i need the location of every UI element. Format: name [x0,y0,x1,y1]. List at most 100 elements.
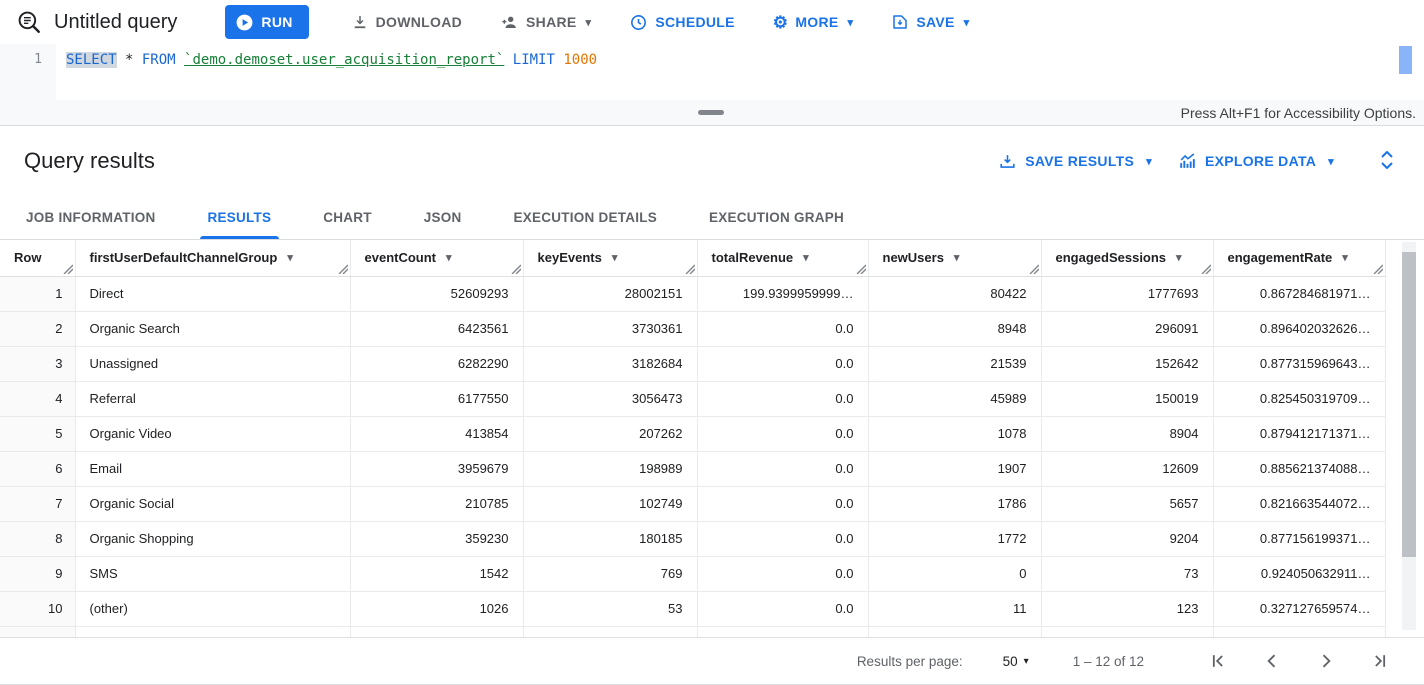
row-number-cell: 11 [0,626,76,637]
last-page-button[interactable] [1364,645,1396,677]
tab-job-information[interactable]: JOB INFORMATION [26,210,156,225]
gear-icon: ⚙ [772,12,789,32]
tab-results[interactable]: RESULTS [182,196,298,239]
save-button[interactable]: SAVE ▾ [879,5,981,39]
table-cell: 4 [1041,626,1214,637]
table-cell: 11 [868,591,1042,627]
sql-code-line[interactable]: SELECT * FROM `demo.demoset.user_acquisi… [56,44,597,100]
results-table-area: Row firstUserDefaultChannelGroup ▾ eventCou… [0,240,1424,637]
editor-results-splitter: Press Alt+F1 for Accessibility Options. [0,100,1424,126]
sql-table-reference-link[interactable]: `demo.demoset.user_acquisition_report` [184,52,505,68]
table-cell: 0.0 [697,626,869,637]
table-cell: 199.9399959999… [697,276,869,312]
table-cell: 0 [868,626,1042,637]
tab-chart[interactable]: CHART [323,210,372,225]
column-header-eventcount[interactable]: eventCount ▾ [350,240,524,277]
table-row: 7 Organic Social 210785 102749 0.0 1786 5657 0.… [0,486,1386,522]
table-row: 9 SMS 1542 769 0.0 0 73 0.924050632911… [0,556,1386,592]
column-header-label: firstUserDefaultChannelGroup [89,250,278,266]
row-number-cell: 10 [0,591,76,627]
page-size-caret-icon: ▾ [1023,655,1029,667]
column-header-firstuserdefaultchannelgroup[interactable]: firstUserDefaultChannelGroup ▾ [75,240,351,277]
table-cell: 0.0 [697,521,869,557]
table-cell: 45989 [868,381,1042,417]
tab-execution-graph[interactable]: EXECUTION GRAPH [709,210,845,225]
download-button[interactable]: DOWNLOAD [339,5,474,39]
table-row: 10 (other) 1026 53 0.0 11 123 0.327127659574… [0,591,1386,627]
query-magnifier-icon [18,11,40,33]
table-cell: 0.879412171371… [1213,416,1386,452]
save-results-button[interactable]: SAVE RESULTS ▾ [998,152,1152,171]
table-cell: 80422 [868,276,1042,312]
schedule-button[interactable]: SCHEDULE [617,5,746,39]
editor-scrollbar-thumb[interactable] [1399,46,1412,74]
last-page-icon [1375,655,1386,667]
table-vertical-scrollbar[interactable] [1402,242,1416,630]
column-resize-grip-icon[interactable] [1201,264,1211,274]
column-menu-caret-icon[interactable]: ▾ [803,252,809,265]
column-menu-caret-icon[interactable]: ▾ [287,252,293,265]
page-size-select[interactable]: 50 ▾ [1002,653,1029,669]
table-cell: 52609293 [350,276,524,312]
save-results-download-icon [1000,154,1015,168]
column-header-keyevents[interactable]: keyEvents ▾ [523,240,698,277]
run-button[interactable]: RUN [225,5,309,39]
column-menu-caret-icon[interactable]: ▾ [1342,252,1348,265]
query-results-title: Query results [24,148,155,173]
column-menu-caret-icon[interactable]: ▾ [446,252,452,265]
table-cell: (other) [75,591,351,627]
next-page-button[interactable] [1310,645,1342,677]
table-scrollbar-thumb[interactable] [1402,252,1416,557]
splitter-drag-handle[interactable] [698,110,724,115]
column-resize-grip-icon[interactable] [511,264,521,274]
table-cell: 1542 [350,556,524,592]
save-icon [893,15,908,29]
column-menu-caret-icon[interactable]: ▾ [1176,252,1182,265]
column-resize-grip-icon[interactable] [338,264,348,274]
table-cell: 0.0 [697,556,869,592]
pagination-bar: Results per page: 50 ▾ 1 – 12 of 12 [0,637,1424,685]
column-menu-caret-icon[interactable]: ▾ [611,252,618,265]
column-resize-grip-icon[interactable] [685,264,695,274]
column-header-newusers[interactable]: newUsers ▾ [868,240,1042,277]
table-cell: 0.0 [697,451,869,487]
row-number-cell: 7 [0,486,76,522]
table-cell: 3959679 [350,451,524,487]
table-cell: 21539 [868,346,1042,382]
column-resize-grip-icon[interactable] [1373,264,1383,274]
table-cell: 0.0 [697,311,869,347]
previous-page-button[interactable] [1256,645,1288,677]
table-cell: Organic Search [75,311,351,347]
column-header-engagementrate[interactable]: engagementRate ▾ [1213,240,1386,277]
sql-editor[interactable]: 1 SELECT * FROM `demo.demoset.user_acqui… [0,44,1424,100]
tab-execution-details[interactable]: EXECUTION DETAILS [513,210,658,225]
download-icon [354,16,365,29]
line-number-gutter: 1 [0,44,56,100]
column-menu-caret-icon[interactable]: ▾ [953,252,960,265]
table-cell: 1786 [868,486,1042,522]
share-button[interactable]: SHARE ▾ [488,5,603,39]
first-page-button[interactable] [1202,645,1234,677]
row-number-cell: 3 [0,346,76,382]
table-cell: 3056473 [523,381,698,417]
table-cell: 150019 [1041,381,1214,417]
explore-data-button[interactable]: EXPLORE DATA ▾ [1178,152,1334,171]
column-resize-grip-icon[interactable] [63,264,73,274]
column-header-label: Row [14,250,42,266]
query-results-header: Query results SAVE RESULTS ▾ EXPLORE DAT… [0,126,1424,196]
table-cell: 359230 [350,521,524,557]
table-row: 4 Referral 6177550 3056473 0.0 45989 150019 0.8… [0,381,1386,417]
column-resize-grip-icon[interactable] [1029,264,1039,274]
page-range-label: 1 – 12 of 12 [1072,653,1144,669]
column-resize-grip-icon[interactable] [856,264,866,274]
table-cell: 0.0 [697,486,869,522]
column-header-totalrevenue[interactable]: totalRevenue ▾ [697,240,869,277]
tab-json[interactable]: JSON [423,210,462,225]
column-header-engagedsessions[interactable]: engagedSessions ▾ [1041,240,1214,277]
table-cell: 6423561 [350,311,524,347]
table-cell: 152642 [1041,346,1214,382]
more-button[interactable]: ⚙ MORE ▾ [761,5,866,39]
table-cell: 0 [868,556,1042,592]
row-number-cell: 1 [0,276,76,312]
expand-results-button[interactable] [1374,146,1400,177]
